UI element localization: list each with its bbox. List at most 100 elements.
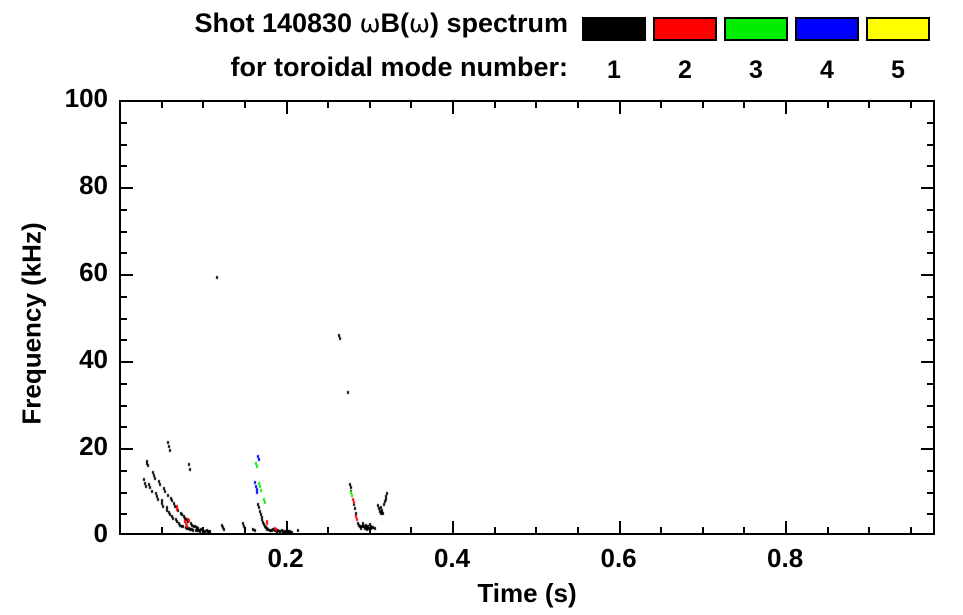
- x-major-tick: [619, 521, 621, 535]
- title-suffix: ) spectrum: [429, 8, 568, 38]
- y-major-tick: [119, 361, 133, 363]
- y-minor-tick-right: [927, 122, 935, 124]
- legend-label-4: 4: [820, 56, 834, 84]
- x-minor-tick-top: [494, 100, 496, 108]
- y-major-tick: [119, 100, 133, 102]
- y-minor-tick: [119, 165, 127, 167]
- y-minor-tick: [119, 318, 127, 320]
- y-minor-tick-right: [927, 383, 935, 385]
- x-minor-tick: [161, 527, 163, 535]
- y-minor-tick-right: [927, 426, 935, 428]
- legend-swatch-1[interactable]: [582, 17, 646, 41]
- x-minor-tick-top: [244, 100, 246, 108]
- omega-symbol-1: ω: [359, 9, 381, 38]
- x-minor-tick-top: [910, 100, 912, 108]
- legend-label-2: 2: [678, 56, 692, 84]
- x-minor-tick-top: [327, 100, 329, 108]
- x-minor-tick-top: [702, 100, 704, 108]
- y-major-tick-right: [921, 274, 935, 276]
- y-minor-tick: [119, 144, 127, 146]
- y-major-tick: [119, 187, 133, 189]
- y-minor-tick-right: [927, 144, 935, 146]
- x-minor-tick: [369, 527, 371, 535]
- legend-swatch-3[interactable]: [724, 17, 788, 41]
- y-minor-tick: [119, 470, 127, 472]
- y-minor-tick: [119, 426, 127, 428]
- y-minor-tick: [119, 252, 127, 254]
- x-major-tick-top: [452, 100, 454, 114]
- legend-swatch-2[interactable]: [653, 17, 717, 41]
- y-minor-tick: [119, 383, 127, 385]
- chart-title-line-1: Shot 140830 ωB(ω) spectrum: [0, 8, 568, 39]
- x-minor-tick: [702, 527, 704, 535]
- y-tick-label: 40: [79, 344, 108, 374]
- y-minor-tick-right: [927, 209, 935, 211]
- x-minor-tick: [910, 527, 912, 535]
- y-minor-tick-right: [927, 470, 935, 472]
- x-minor-tick: [410, 527, 412, 535]
- x-minor-tick: [494, 527, 496, 535]
- x-minor-tick-top: [202, 100, 204, 108]
- x-major-tick-top: [785, 100, 787, 114]
- y-tick-label: 0: [93, 518, 108, 548]
- y-major-tick: [119, 533, 133, 535]
- y-minor-tick-right: [927, 165, 935, 167]
- x-minor-tick-top: [577, 100, 579, 108]
- x-minor-tick: [827, 527, 829, 535]
- y-minor-tick: [119, 209, 127, 211]
- x-major-tick: [785, 521, 787, 535]
- x-minor-tick: [535, 527, 537, 535]
- y-minor-tick: [119, 339, 127, 341]
- legend-swatch-5[interactable]: [866, 17, 930, 41]
- y-major-tick-right: [921, 448, 935, 450]
- x-tick-label: 0.2: [267, 543, 304, 573]
- y-minor-tick-right: [927, 513, 935, 515]
- x-minor-tick-top: [410, 100, 412, 108]
- title-prefix: Shot 140830: [194, 8, 360, 38]
- y-tick-label: 100: [64, 83, 108, 113]
- y-minor-tick: [119, 405, 127, 407]
- y-major-tick: [119, 274, 133, 276]
- y-major-tick-right: [921, 361, 935, 363]
- title-mid: B(: [380, 8, 410, 38]
- plot-area: [119, 100, 935, 535]
- y-minor-tick-right: [927, 318, 935, 320]
- y-minor-tick-right: [927, 296, 935, 298]
- y-minor-tick-right: [927, 339, 935, 341]
- y-minor-tick: [119, 513, 127, 515]
- x-major-tick-top: [286, 100, 288, 114]
- y-major-tick-right: [921, 187, 935, 189]
- y-tick-label: 20: [79, 431, 108, 461]
- x-tick-label: 0.4: [433, 543, 471, 573]
- y-major-tick: [119, 448, 133, 450]
- chart-title-line-2: for toroidal mode number:: [230, 52, 569, 82]
- x-major-tick-top: [619, 100, 621, 114]
- y-minor-tick-right: [927, 252, 935, 254]
- x-tick-label: 0.6: [600, 543, 637, 573]
- x-minor-tick-top: [660, 100, 662, 108]
- x-major-tick: [452, 521, 454, 535]
- x-minor-tick-top: [161, 100, 163, 108]
- y-minor-tick-right: [927, 231, 935, 233]
- legend: 1 2 3 4 5: [0, 0, 963, 95]
- legend-label-5: 5: [891, 56, 905, 84]
- y-major-tick-right: [921, 100, 935, 102]
- y-minor-tick-right: [927, 405, 935, 407]
- x-major-tick: [286, 521, 288, 535]
- data-scatter-layer: [121, 102, 933, 533]
- y-minor-tick: [119, 296, 127, 298]
- y-tick-label: 80: [79, 170, 108, 200]
- x-minor-tick: [577, 527, 579, 535]
- x-tick-label: 0.8: [767, 543, 804, 573]
- y-minor-tick: [119, 122, 127, 124]
- x-minor-tick-top: [535, 100, 537, 108]
- y-tick-label: 60: [79, 257, 108, 287]
- legend-swatch-4[interactable]: [795, 17, 859, 41]
- x-minor-tick-top: [827, 100, 829, 108]
- legend-label-1: 1: [607, 56, 621, 84]
- x-minor-tick-top: [369, 100, 371, 108]
- x-minor-tick: [244, 527, 246, 535]
- x-minor-tick: [202, 527, 204, 535]
- y-minor-tick-right: [927, 492, 935, 494]
